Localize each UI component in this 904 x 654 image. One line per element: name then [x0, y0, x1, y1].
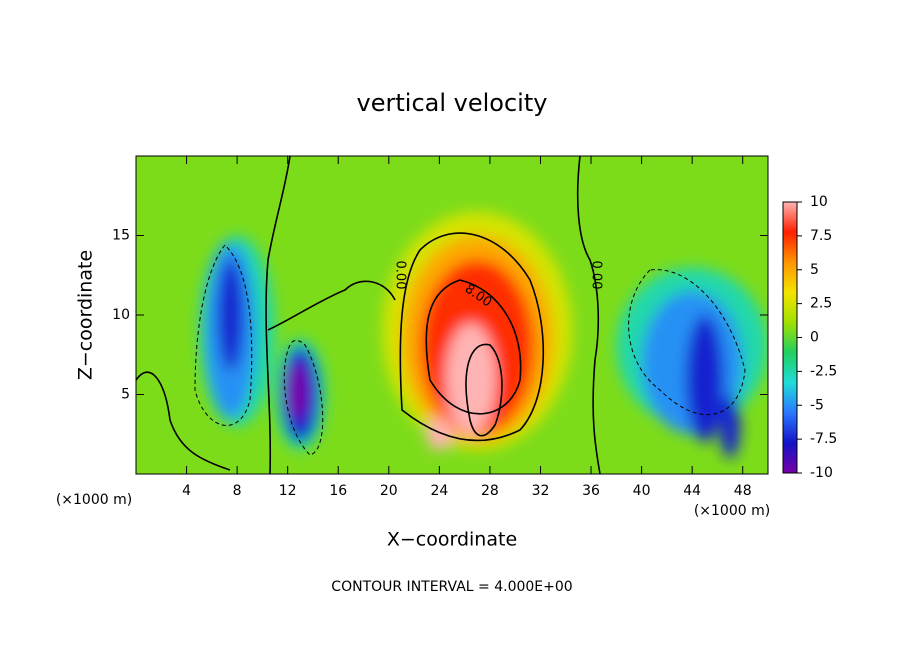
footer: CONTOUR INTERVAL = 4.000E+00 — [331, 579, 572, 595]
y-axis-title: Z−coordinate — [75, 250, 97, 380]
field-feature — [218, 259, 244, 371]
field-features — [199, 211, 768, 459]
x-tick-label: 8 — [233, 483, 242, 499]
chart-title: vertical velocity — [357, 89, 548, 117]
x-tick-label: 4 — [182, 483, 191, 499]
negative-contours — [194, 244, 746, 456]
colorbar-label: -5 — [810, 397, 824, 413]
x-tick-label: 12 — [279, 483, 297, 499]
x-tick-label: 28 — [481, 483, 499, 499]
x-tick-label: 16 — [329, 483, 347, 499]
x-tick-label: 36 — [582, 483, 600, 499]
x-tick-label: 32 — [532, 483, 550, 499]
x-tick-label: 48 — [734, 483, 752, 499]
colorbar — [782, 201, 798, 474]
x-axis-title: X−coordinate — [387, 529, 517, 551]
colorbar-label: 10 — [810, 194, 828, 210]
x-unit: (×1000 m) — [694, 503, 770, 519]
y-tick-label: 10 — [112, 307, 130, 323]
x-tick-label: 44 — [683, 483, 701, 499]
contour-label: 0.00 — [589, 261, 604, 290]
field-feature — [426, 418, 452, 451]
field-feature — [685, 315, 724, 443]
contour-label: 0.00 — [393, 261, 408, 290]
field-feature — [287, 362, 308, 420]
y-tick-label: 15 — [112, 228, 130, 244]
colorbar-label: -10 — [810, 465, 833, 481]
colorbar-label: 7.5 — [810, 228, 832, 244]
colorbar-label: -7.5 — [810, 431, 837, 447]
field-feature — [445, 322, 497, 435]
x-unit: (×1000 m) — [56, 492, 132, 508]
x-tick-label: 40 — [633, 483, 651, 499]
colorbar-label: -2.5 — [810, 363, 837, 379]
field — [136, 156, 768, 474]
field-feature — [719, 394, 741, 459]
x-tick-label: 20 — [380, 483, 398, 499]
contours — [136, 156, 601, 474]
colorbar-label: 5 — [810, 262, 819, 278]
x-tick-label: 24 — [430, 483, 448, 499]
colorbar-label: 2.5 — [810, 296, 832, 312]
y-tick-label: 5 — [121, 387, 130, 403]
colorbar-label: 0 — [810, 330, 819, 346]
